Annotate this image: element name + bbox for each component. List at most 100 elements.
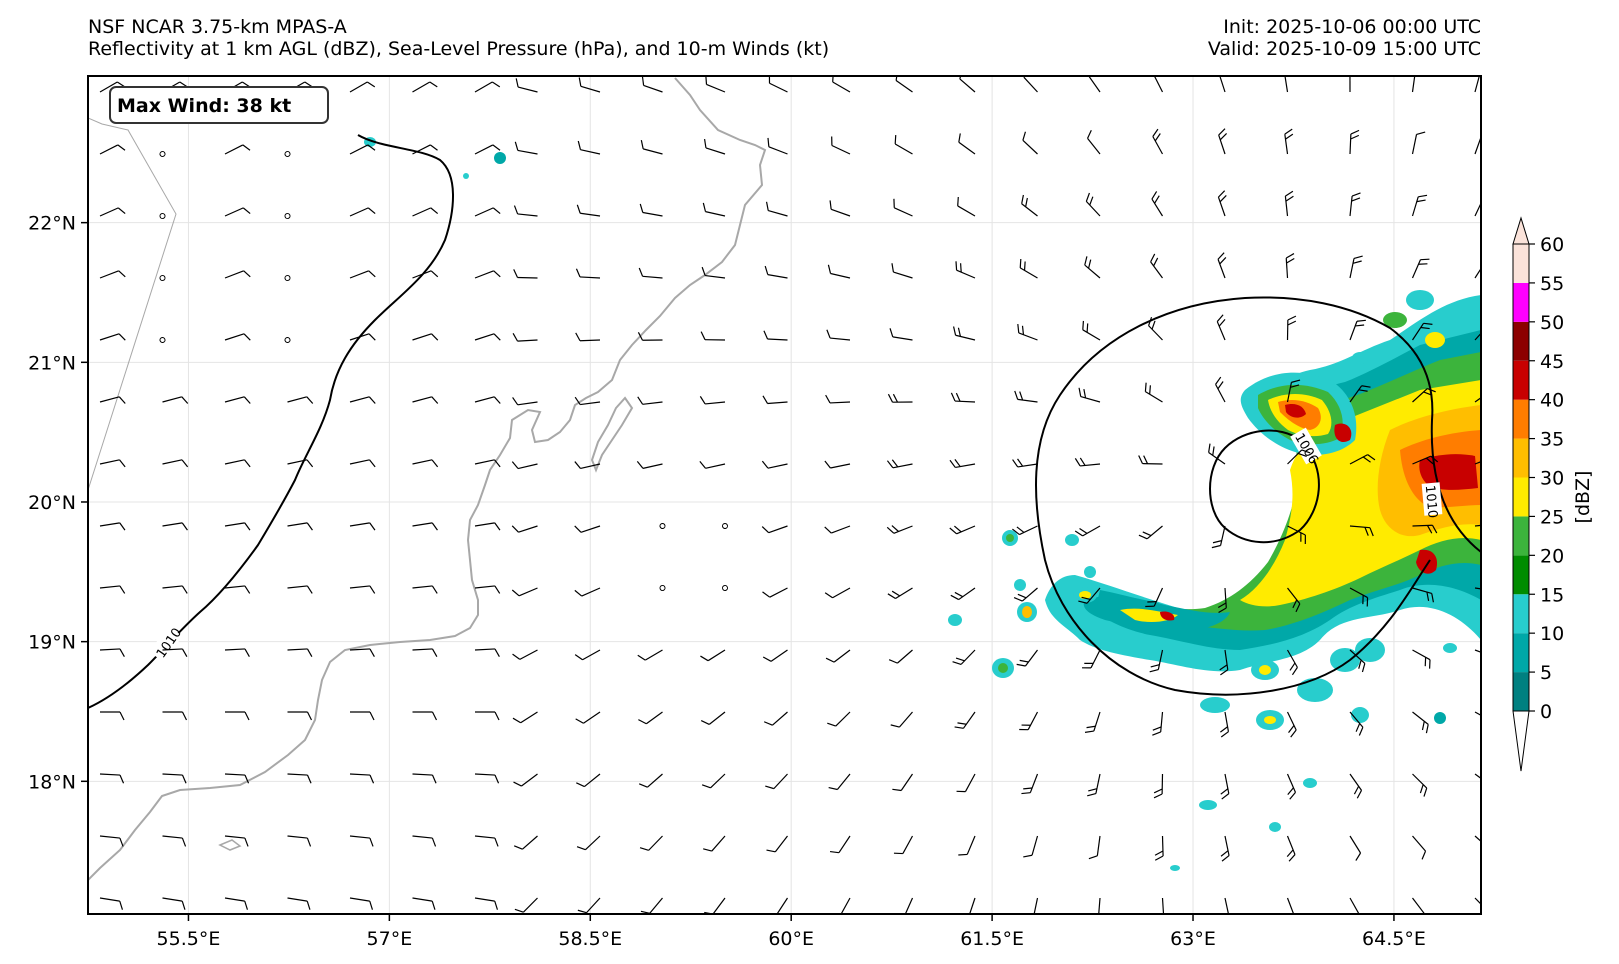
wind-barb bbox=[474, 207, 501, 217]
model-title: NSF NCAR 3.75-km MPAS-A bbox=[88, 16, 347, 38]
wind-barb bbox=[1082, 649, 1101, 669]
wind-barb bbox=[829, 835, 851, 854]
map-frame bbox=[87, 75, 1482, 915]
colorbar-tick-label: 60 bbox=[1540, 234, 1564, 256]
wind-barb bbox=[577, 140, 601, 155]
wind-barb bbox=[1411, 131, 1426, 155]
wind-barb bbox=[764, 265, 788, 279]
wind-barb bbox=[1138, 455, 1163, 465]
wind-barb bbox=[474, 648, 500, 658]
wind-barb bbox=[1474, 76, 1481, 93]
wind-barb bbox=[1145, 587, 1164, 608]
wind-barb bbox=[887, 587, 913, 600]
lon-tick-label: 61.5°E bbox=[960, 928, 1024, 950]
wind-barb bbox=[888, 649, 913, 664]
wind-barb bbox=[159, 275, 166, 281]
wind-barb bbox=[699, 396, 726, 405]
wind-barb bbox=[1286, 379, 1301, 403]
wind-barb bbox=[1474, 456, 1481, 465]
wind-barb bbox=[1023, 835, 1039, 858]
colorbar-unit-label: [dBZ] bbox=[1572, 471, 1594, 524]
wind-barb bbox=[349, 773, 375, 784]
wind-barb bbox=[349, 207, 376, 217]
wind-barb bbox=[162, 711, 188, 721]
wind-barb bbox=[1411, 76, 1416, 93]
reflectivity-field bbox=[272, 91, 1481, 871]
wind-barb bbox=[575, 268, 601, 279]
wind-barb bbox=[1349, 129, 1360, 155]
wind-barb bbox=[1349, 385, 1371, 403]
wind-barb bbox=[99, 207, 126, 217]
wind-barb bbox=[1211, 525, 1226, 549]
wind-barb bbox=[1474, 523, 1481, 527]
wind-barb bbox=[637, 649, 663, 661]
wind-barb bbox=[99, 648, 125, 658]
wind-barb bbox=[1017, 324, 1038, 341]
wind-barb bbox=[514, 897, 538, 913]
wind-barb bbox=[1474, 897, 1481, 913]
wind-barb bbox=[1474, 711, 1481, 723]
wind-barb bbox=[765, 773, 788, 790]
wind-barb bbox=[1349, 773, 1363, 799]
wind-barb bbox=[512, 711, 538, 724]
wind-barb bbox=[1215, 376, 1226, 403]
wind-barb bbox=[1284, 190, 1294, 217]
wind-barb bbox=[1287, 587, 1301, 613]
wind-barb bbox=[1220, 773, 1230, 800]
wind-barb bbox=[893, 198, 913, 217]
wind-barb bbox=[224, 333, 251, 341]
contour-label-1010-east: 1010 bbox=[1422, 485, 1440, 519]
wind-barb bbox=[412, 648, 438, 658]
wind-barb bbox=[700, 649, 726, 662]
wind-barb bbox=[224, 773, 250, 784]
wind-barb bbox=[287, 459, 314, 468]
wind-barb bbox=[824, 525, 851, 534]
colorbar-segment bbox=[1513, 672, 1529, 711]
wind-barb bbox=[512, 397, 538, 406]
wind-barb bbox=[349, 835, 374, 847]
wind-barb bbox=[1349, 649, 1366, 673]
wind-barb bbox=[578, 77, 601, 93]
wind-barb bbox=[703, 835, 726, 852]
wind-barb bbox=[513, 773, 538, 787]
wind-barb bbox=[1088, 835, 1101, 860]
colorbar-lower-extend bbox=[1512, 710, 1530, 772]
wind-barb bbox=[224, 396, 251, 404]
wind-barb bbox=[162, 773, 187, 784]
wind-barb bbox=[766, 835, 788, 853]
wind-barb bbox=[162, 585, 188, 594]
wind-barb bbox=[887, 393, 913, 403]
wind-barb bbox=[1144, 382, 1163, 403]
lat-tick-label: 19°N bbox=[28, 632, 76, 654]
colorbar-tick-label: 15 bbox=[1540, 584, 1564, 606]
wind-barb bbox=[952, 649, 976, 665]
wind-barb bbox=[574, 461, 601, 470]
colorbar-segment bbox=[1513, 360, 1529, 400]
wind-barb bbox=[1286, 711, 1297, 738]
wind-barb bbox=[950, 392, 976, 403]
wind-barb bbox=[831, 136, 851, 155]
wind-barb bbox=[640, 140, 663, 155]
wind-barb bbox=[225, 711, 250, 721]
wind-barb bbox=[162, 396, 189, 404]
wind-barb bbox=[284, 337, 291, 343]
wind-barb bbox=[1084, 256, 1101, 279]
wind-barb bbox=[224, 835, 249, 847]
masirah-island bbox=[590, 396, 634, 473]
wind-barb bbox=[638, 267, 663, 279]
wind-barb bbox=[512, 649, 538, 660]
wind-barb bbox=[162, 835, 187, 847]
wind-barb bbox=[1021, 773, 1039, 795]
wind-barb bbox=[639, 835, 663, 851]
wind-barb bbox=[349, 333, 376, 341]
wind-barb bbox=[1220, 835, 1230, 862]
lat-tick-label: 21°N bbox=[28, 352, 76, 374]
wind-barb bbox=[1218, 128, 1228, 155]
wind-barb bbox=[1411, 194, 1428, 217]
wind-barb bbox=[1412, 455, 1439, 465]
wind-barb bbox=[1021, 194, 1038, 217]
wind-barb bbox=[287, 648, 313, 658]
wind-barb bbox=[412, 522, 438, 531]
wind-barb bbox=[1012, 458, 1038, 468]
wind-barb bbox=[1412, 388, 1436, 403]
